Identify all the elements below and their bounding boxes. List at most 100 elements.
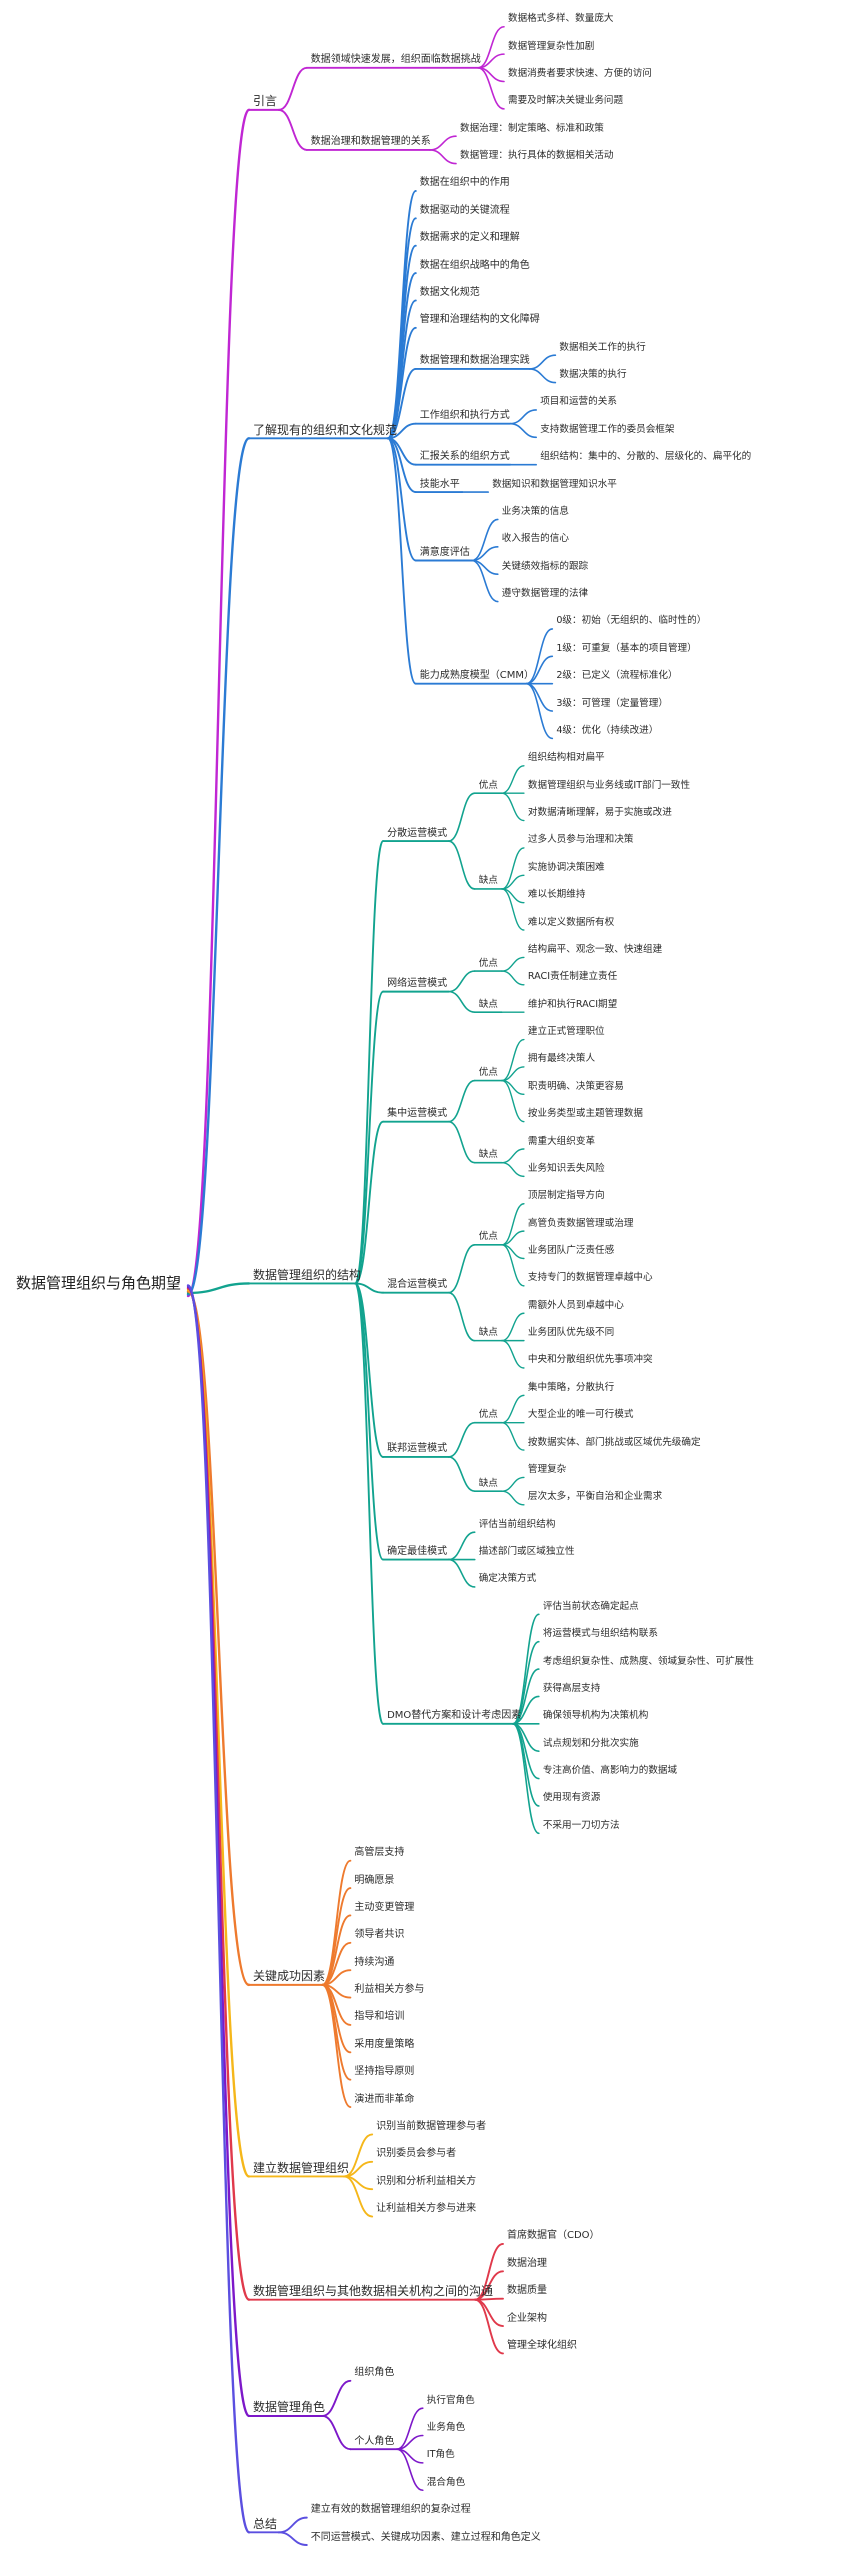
branch-connector xyxy=(447,1421,476,1458)
leaf-topic: 集中策略，分散执行 xyxy=(527,1381,615,1393)
branch-topic: 数据管理角色 xyxy=(253,2400,326,2415)
leaf-topic: 数据治理：制定策略、标准和政策 xyxy=(460,122,604,134)
branch-connector xyxy=(501,1394,525,1424)
leaf-topic: 实施协调决策困难 xyxy=(527,861,605,873)
branch-connector xyxy=(386,437,417,685)
branch-connector xyxy=(525,682,554,712)
leaf-topic: 1级：可重复（基本的项目管理） xyxy=(556,642,697,654)
root-connector xyxy=(186,108,251,1298)
leaf-topic: 顶层制定指导方向 xyxy=(527,1190,605,1202)
leaf-topic: 不采用一刀切方法 xyxy=(542,1819,620,1831)
subtopic: 汇报关系的组织方式 xyxy=(419,451,510,463)
branch-connector xyxy=(386,437,417,494)
leaf-topic: 支持数据管理工作的委员会框架 xyxy=(540,423,675,435)
branch-connector xyxy=(447,1558,476,1588)
subtopic: 数据管理和数据治理实践 xyxy=(419,355,530,367)
branch-connector xyxy=(386,326,417,440)
leaf-topic: 识别和分析利益相关方 xyxy=(376,2175,477,2187)
leaf-topic: 识别委员会参与者 xyxy=(376,2148,457,2160)
subtopic: 优点 xyxy=(478,779,498,791)
branch-connector xyxy=(354,840,385,1285)
leaf-topic: 使用现有资源 xyxy=(542,1792,601,1804)
branch-connector xyxy=(343,2175,374,2218)
leaf-topic: 管理和治理结构的文化障碍 xyxy=(419,314,540,326)
branch-connector xyxy=(501,970,525,986)
branch-connector xyxy=(474,2298,504,2355)
branch-topic: 建立数据管理组织 xyxy=(253,2160,350,2175)
leaf-topic: 数据管理：执行具体的数据相关活动 xyxy=(460,150,614,162)
branch-connector xyxy=(528,368,557,384)
leaf-topic: 数据文化规范 xyxy=(419,286,480,298)
leaf-topic: 数据决策的执行 xyxy=(559,369,627,381)
leaf-topic: 确定决策方式 xyxy=(478,1573,537,1585)
branch-topic: 数据管理组织与其他数据相关机构之间的沟通 xyxy=(253,2284,494,2299)
subtopic: 个人角色 xyxy=(354,2435,395,2447)
branch-connector xyxy=(447,1120,476,1164)
branch-connector xyxy=(509,409,537,425)
leaf-topic: 需额外人员到卓越中心 xyxy=(527,1299,624,1311)
leaf-topic: 数据驱动的关键流程 xyxy=(419,204,510,216)
subtopic: 工作组织和执行方式 xyxy=(419,410,510,422)
branch-connector xyxy=(512,1668,540,1725)
leaf-topic: 数据管理复杂性加剧 xyxy=(508,40,595,52)
leaf-topic: 坚持指导原则 xyxy=(354,2066,415,2078)
root-connector xyxy=(186,437,251,1296)
leaf-topic: 评估当前组织结构 xyxy=(478,1518,556,1530)
leaf-topic: 数据相关工作的执行 xyxy=(559,341,646,353)
leaf-topic: 首席数据官（CDO） xyxy=(507,2230,600,2242)
subtopic: 确定最佳模式 xyxy=(387,1546,448,1558)
leaf-topic: 指导和培训 xyxy=(354,2011,405,2023)
leaf-topic: 混合角色 xyxy=(426,2476,466,2488)
root-connector xyxy=(186,1285,251,2418)
subtopic: 缺点 xyxy=(478,998,498,1010)
leaf-topic: 持续沟通 xyxy=(354,1956,395,1968)
branch-connector xyxy=(501,1079,525,1123)
branch-connector xyxy=(277,108,308,151)
leaf-topic: 管理复杂 xyxy=(527,1463,567,1475)
branch-connector xyxy=(474,2298,504,2327)
branch-connector xyxy=(354,1282,385,1725)
leaf-topic: 过多人员参与治理和决策 xyxy=(527,834,634,846)
leaf-topic: 业务决策的信息 xyxy=(501,505,569,517)
branch-connector xyxy=(447,1079,476,1123)
leaf-topic: 描述部门或区域独立性 xyxy=(478,1546,575,1558)
leaf-topic: 按业务类型或主题管理数据 xyxy=(527,1108,644,1120)
branch-connector xyxy=(512,1613,540,1725)
branch-connector xyxy=(277,2531,308,2546)
branch-topic: 关键成功因素 xyxy=(253,1969,326,1984)
branch-connector xyxy=(501,888,525,931)
branch-topic: 数据管理组织的结构 xyxy=(253,1267,362,1282)
leaf-topic: 高管层支持 xyxy=(354,1847,405,1859)
branch-connector xyxy=(321,1983,352,2081)
branch-connector xyxy=(321,2379,352,2417)
branch-connector xyxy=(528,354,557,370)
branch-connector xyxy=(501,956,525,972)
root-connector xyxy=(186,1282,251,1295)
subtopic: 优点 xyxy=(478,1231,498,1243)
subtopic: 数据领域快速发展，组织面临数据挑战 xyxy=(310,54,481,66)
leaf-topic: 执行官角色 xyxy=(426,2394,475,2406)
branch-connector xyxy=(447,1291,476,1342)
leaf-topic: RACI责任制建立责任 xyxy=(527,971,618,983)
branch-connector xyxy=(447,840,476,890)
subtopic: 缺点 xyxy=(478,1327,498,1339)
leaf-topic: 领导者共识 xyxy=(354,1929,405,1941)
branch-connector xyxy=(471,518,499,562)
subtopic: 技能水平 xyxy=(419,478,460,490)
root-connector xyxy=(186,1288,251,2178)
subtopic: 能力成熟度模型（CMM） xyxy=(419,670,535,682)
leaf-topic: 确保领导机构为决策机构 xyxy=(542,1710,649,1722)
leaf-topic: 支持专门的数据管理卓越中心 xyxy=(527,1272,653,1284)
leaf-topic: 建立有效的数据管理组织的复杂过程 xyxy=(310,2504,471,2516)
leaf-topic: 主动变更管理 xyxy=(354,1901,415,1913)
branch-connector xyxy=(501,792,525,822)
subtopic: 缺点 xyxy=(478,1149,498,1161)
branch-connector xyxy=(525,628,554,685)
leaf-topic: 管理全球化组织 xyxy=(507,2339,577,2351)
branch-connector xyxy=(501,1490,525,1506)
leaf-topic: 业务角色 xyxy=(426,2422,466,2433)
branch-connector xyxy=(501,1476,525,1492)
branch-connector xyxy=(501,1339,525,1369)
leaf-topic: 2级：已定义（流程标准化） xyxy=(556,670,678,682)
